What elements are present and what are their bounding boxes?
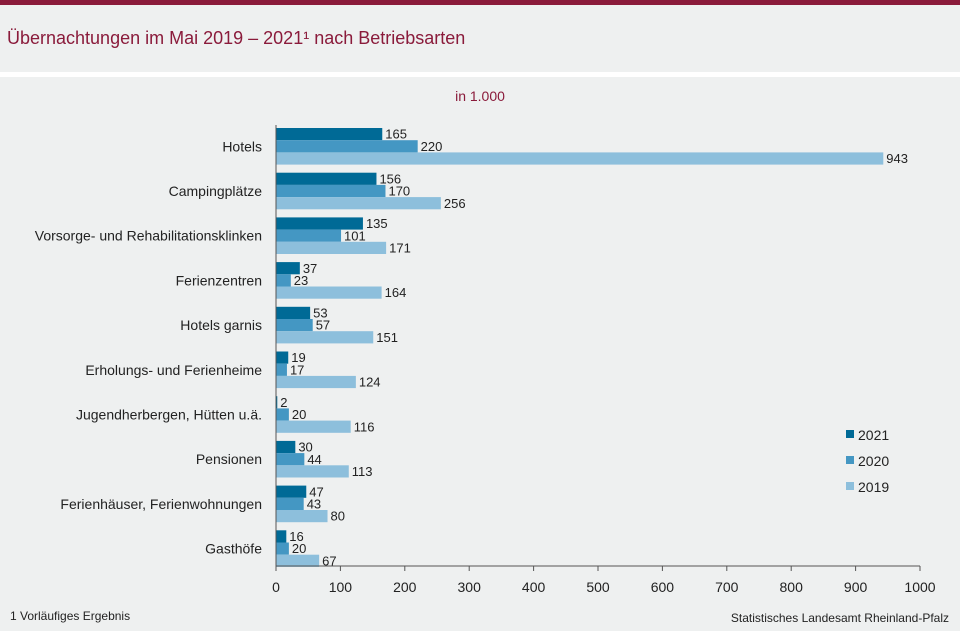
bar-2021 (276, 262, 300, 275)
x-tick-label: 100 (329, 579, 353, 595)
bar-2019 (276, 375, 356, 389)
bar-2019 (276, 331, 374, 344)
chart-title: Übernachtungen im Mai 2019 – 2021¹ nach … (7, 28, 466, 48)
x-tick-label: 600 (651, 579, 675, 595)
x-tick-label: 500 (586, 579, 610, 595)
data-label: 44 (307, 452, 321, 467)
data-label: 37 (303, 261, 317, 276)
bar-2021 (276, 351, 289, 364)
data-label: 943 (886, 151, 908, 166)
data-label: 43 (307, 497, 321, 512)
x-tick-label: 300 (458, 579, 482, 595)
bar-2019 (276, 510, 328, 523)
x-tick-label: 900 (844, 579, 868, 595)
data-label: 19 (291, 350, 305, 365)
category-label: Vorsorge- und Rehabilitationsklinken (35, 228, 262, 244)
data-label: 30 (298, 440, 312, 455)
data-label: 2 (280, 395, 287, 410)
data-label: 220 (421, 139, 443, 154)
bar-2021 (276, 530, 287, 543)
data-label: 80 (331, 509, 345, 524)
category-label: Ferienzentren (176, 272, 262, 288)
legend-swatch-2019 (846, 482, 854, 490)
bar-2021 (276, 396, 278, 409)
bar-2020 (276, 542, 289, 555)
data-label: 23 (294, 273, 308, 288)
header-separator (0, 72, 960, 77)
bar-2020 (276, 184, 386, 198)
unit-label: in 1.000 (455, 88, 505, 104)
bar-2021 (276, 128, 383, 141)
x-tick-label: 700 (715, 579, 739, 595)
data-label: 256 (444, 196, 466, 211)
data-label: 53 (313, 306, 327, 321)
data-label: 16 (289, 529, 303, 544)
bar-2020 (276, 229, 342, 242)
bar-2019 (276, 152, 884, 165)
data-label: 124 (359, 375, 381, 390)
data-label: 170 (388, 184, 410, 199)
data-label: 20 (292, 541, 306, 556)
legend-swatch-2021 (846, 430, 854, 438)
category-label: Campingplätze (169, 183, 263, 199)
bar-2019 (276, 554, 320, 567)
x-tick-label: 1000 (904, 579, 935, 595)
data-label: 135 (366, 216, 388, 231)
data-label: 17 (290, 362, 304, 377)
bar-2020 (276, 140, 418, 153)
bar-2021 (276, 306, 311, 319)
x-tick-label: 400 (522, 579, 546, 595)
bar-2019 (276, 241, 387, 254)
category-label: Hotels (222, 138, 262, 154)
category-label: Hotels garnis (180, 317, 262, 333)
bar-2019 (276, 465, 349, 478)
data-label: 20 (292, 407, 306, 422)
x-tick-label: 0 (272, 579, 280, 595)
bar-2020 (276, 319, 313, 332)
footnote: 1 Vorläufiges Ergebnis (10, 609, 131, 623)
bar-2021 (276, 485, 307, 498)
bar-2019 (276, 197, 441, 210)
bar-2019 (276, 420, 351, 433)
bar-2020 (276, 274, 291, 287)
category-label: Jugendherbergen, Hütten u.ä. (76, 407, 262, 423)
bar-2021 (276, 217, 363, 230)
x-tick-label: 800 (780, 579, 804, 595)
category-label: Gasthöfe (205, 541, 262, 557)
data-label: 151 (376, 330, 398, 345)
data-label: 164 (385, 285, 407, 300)
legend-swatch-2020 (846, 456, 854, 464)
bar-2020 (276, 408, 289, 421)
bar-2019 (276, 286, 382, 299)
data-label: 67 (322, 553, 336, 568)
category-label: Erholungs- und Ferienheime (85, 362, 262, 378)
data-label: 101 (344, 228, 366, 243)
legend-label: 2019 (858, 479, 889, 495)
top-rule (0, 0, 960, 5)
bar-2020 (276, 363, 287, 376)
data-label: 156 (379, 171, 401, 186)
data-label: 57 (316, 318, 330, 333)
data-label: 113 (352, 464, 373, 479)
data-label: 171 (389, 241, 411, 256)
legend-label: 2020 (858, 453, 889, 469)
category-label: Ferienhäuser, Ferienwohnungen (60, 496, 262, 512)
category-label: Pensionen (196, 451, 262, 467)
data-label: 47 (309, 484, 323, 499)
data-label: 116 (354, 419, 375, 434)
legend-label: 2021 (858, 427, 889, 443)
bar-2020 (276, 453, 305, 466)
bar-2020 (276, 497, 304, 510)
source-note: Statistisches Landesamt Rheinland-Pfalz (730, 611, 949, 625)
bar-2021 (276, 440, 296, 454)
bar-2021 (276, 172, 377, 185)
x-tick-label: 200 (393, 579, 417, 595)
data-label: 165 (385, 127, 407, 142)
